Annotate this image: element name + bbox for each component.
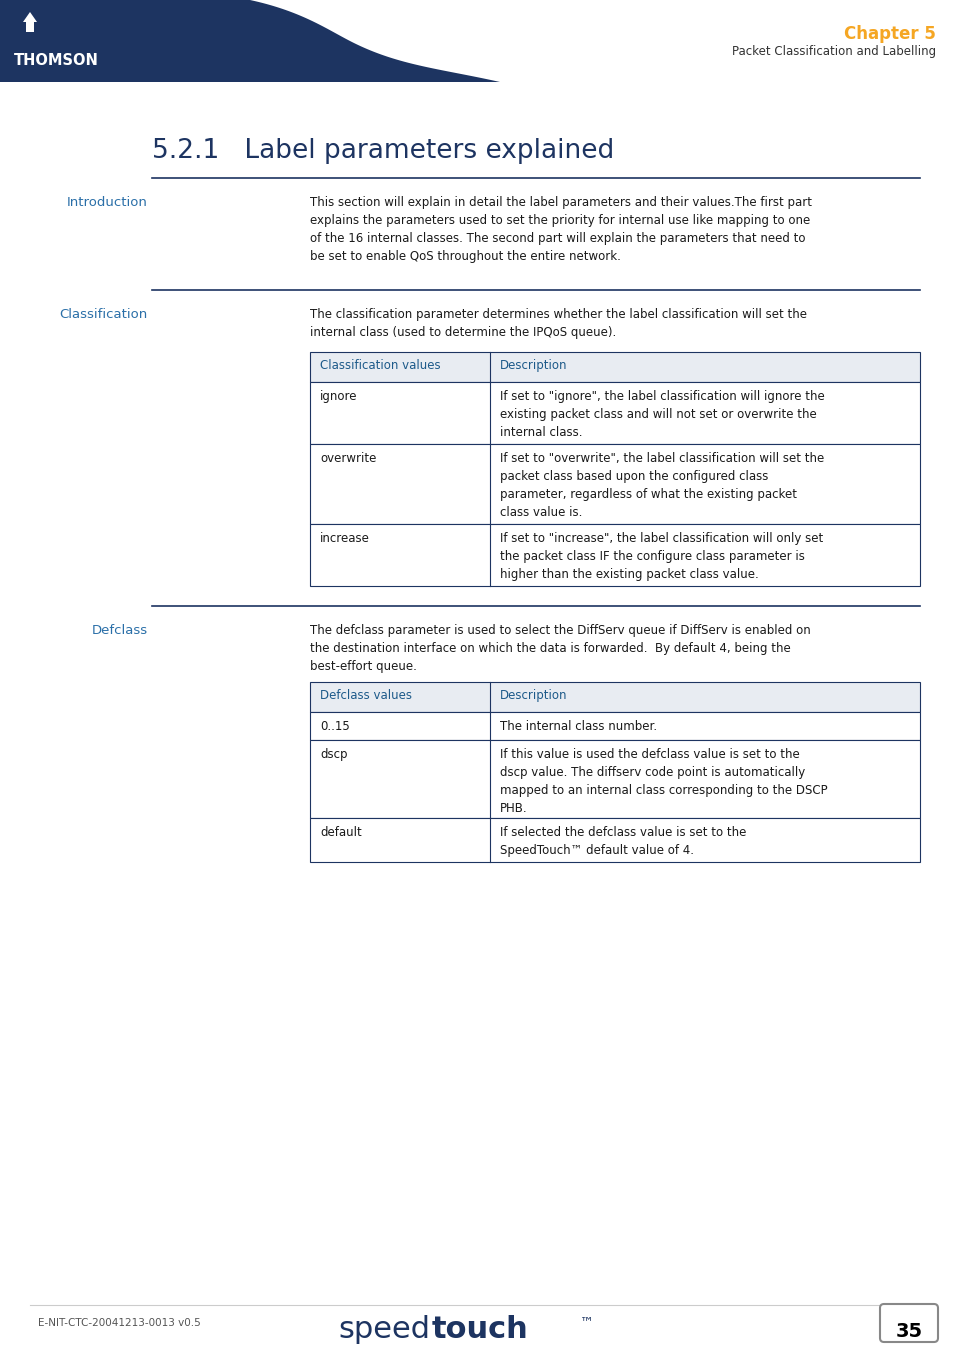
Text: 0..15: 0..15 (319, 720, 350, 734)
Bar (310, 524, 919, 586)
Text: If set to "overwrite", the label classification will set the
packet class based : If set to "overwrite", the label classif… (499, 453, 823, 519)
Text: If set to "ignore", the label classification will ignore the
existing packet cla: If set to "ignore", the label classifica… (499, 390, 824, 439)
Bar (310, 682, 919, 712)
Bar (310, 444, 919, 524)
Text: THOMSON: THOMSON (14, 53, 99, 68)
Text: Defclass: Defclass (91, 624, 148, 638)
Text: Description: Description (499, 359, 567, 372)
Text: ™: ™ (579, 1315, 594, 1329)
Text: increase: increase (319, 532, 370, 544)
Text: If set to "increase", the label classification will only set
the packet class IF: If set to "increase", the label classifi… (499, 532, 822, 581)
Text: speed: speed (337, 1315, 430, 1344)
Text: touch: touch (432, 1315, 528, 1344)
Text: Classification: Classification (60, 308, 148, 322)
Text: default: default (319, 825, 361, 839)
Text: Description: Description (499, 689, 567, 703)
Bar (310, 817, 919, 862)
Text: E-NIT-CTC-20041213-0013 v0.5: E-NIT-CTC-20041213-0013 v0.5 (38, 1319, 200, 1328)
Text: This section will explain in detail the label parameters and their values.The fi: This section will explain in detail the … (310, 196, 811, 263)
Bar (310, 353, 919, 382)
Polygon shape (23, 12, 37, 32)
Bar (310, 712, 919, 740)
Text: 5.2.1   Label parameters explained: 5.2.1 Label parameters explained (152, 138, 614, 163)
Text: The defclass parameter is used to select the DiffServ queue if DiffServ is enabl: The defclass parameter is used to select… (310, 624, 810, 673)
Text: The internal class number.: The internal class number. (499, 720, 657, 734)
Text: 35: 35 (895, 1323, 922, 1342)
Text: Defclass values: Defclass values (319, 689, 412, 703)
Text: Introduction: Introduction (67, 196, 148, 209)
Bar (310, 382, 919, 444)
Text: overwrite: overwrite (319, 453, 376, 465)
Text: The classification parameter determines whether the label classification will se: The classification parameter determines … (310, 308, 806, 339)
FancyBboxPatch shape (879, 1304, 937, 1342)
Text: If this value is used the defclass value is set to the
dscp value. The diffserv : If this value is used the defclass value… (499, 748, 827, 815)
Bar (310, 740, 919, 817)
Text: dscp: dscp (319, 748, 347, 761)
Text: Classification values: Classification values (319, 359, 440, 372)
Text: Chapter 5: Chapter 5 (843, 26, 935, 43)
Text: ignore: ignore (319, 390, 357, 403)
Text: If selected the defclass value is set to the
SpeedTouch™ default value of 4.: If selected the defclass value is set to… (499, 825, 745, 857)
Polygon shape (0, 0, 953, 82)
Bar (0, 0, 953, 82)
Text: Packet Classification and Labelling: Packet Classification and Labelling (731, 45, 935, 58)
